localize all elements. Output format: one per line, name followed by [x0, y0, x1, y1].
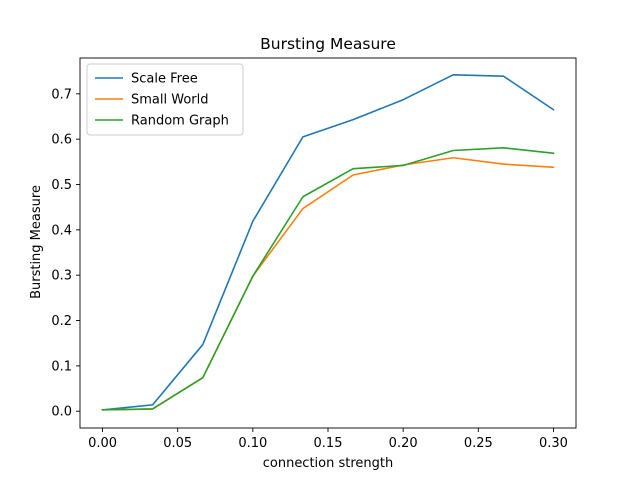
x-axis-label: connection strength — [263, 456, 394, 471]
x-tick-label: 0.30 — [539, 436, 568, 451]
x-tick-label: 0.20 — [389, 436, 418, 451]
x-tick-label: 0.10 — [238, 436, 267, 451]
y-tick-label: 0.3 — [51, 269, 72, 284]
plot-area: 0.00 0.05 0.10 0.15 0.20 0.25 0.30 0.0 0.1 0.2 0.3… — [51, 57, 577, 451]
y-tick-label: 0.5 — [51, 178, 72, 193]
series-line-scale-free — [101, 73, 555, 411]
x-tick-label: 0.00 — [88, 436, 117, 451]
chart-title: Bursting Measure — [260, 35, 396, 53]
legend-box — [86, 63, 244, 136]
legend-label: Scale Free — [131, 72, 198, 87]
legend-label: Small World — [131, 93, 209, 108]
y-axis-label: Bursting Measure — [29, 185, 44, 299]
y-tick-label: 0.0 — [51, 405, 72, 420]
x-tick-label: 0.25 — [464, 436, 493, 451]
y-tick-label: 0.2 — [51, 314, 72, 329]
y-tick-label: 0.6 — [51, 133, 72, 148]
x-tick-label: 0.05 — [163, 436, 192, 451]
y-tick-label: 0.1 — [51, 359, 72, 374]
y-tick-label: 0.7 — [51, 87, 72, 102]
legend-label: Random Graph — [131, 114, 229, 129]
series-line-random-graph — [101, 146, 555, 411]
x-tick-label: 0.15 — [314, 436, 343, 451]
y-tick-label: 0.4 — [51, 223, 72, 238]
series-line-small-world — [101, 156, 555, 411]
